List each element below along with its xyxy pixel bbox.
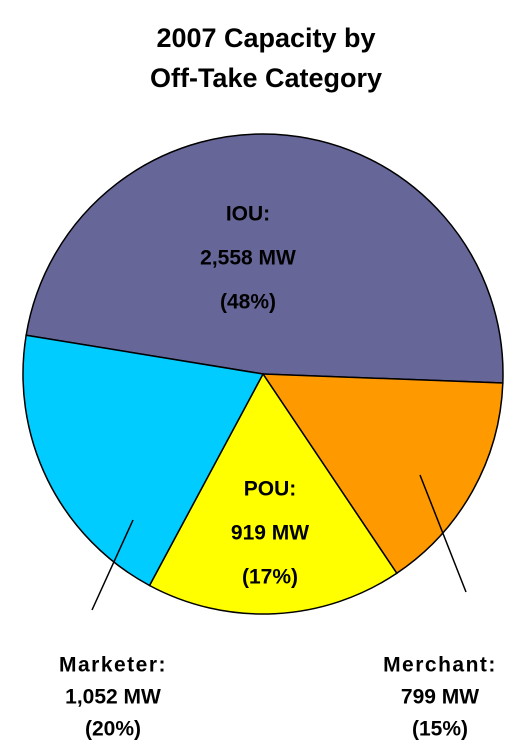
slice-label: Merchant: xyxy=(383,654,497,677)
pie-slice xyxy=(22,334,265,587)
percent-label: (15%) xyxy=(412,718,468,741)
pie-slice xyxy=(261,373,504,575)
pie-slice xyxy=(148,372,398,615)
value-label: 799 MW xyxy=(401,686,479,709)
percent-label: (48%) xyxy=(220,291,276,314)
value-label: 919 MW xyxy=(231,522,309,545)
value-label: 1,052 MW xyxy=(65,686,161,709)
percent-label: (20%) xyxy=(85,718,141,741)
leader-line xyxy=(419,474,467,593)
slice-label: IOU: xyxy=(226,203,270,226)
chart-title: Off-Take Category xyxy=(150,63,382,93)
leader-line xyxy=(91,519,134,611)
slice-label: POU: xyxy=(244,478,297,501)
percent-label: (17%) xyxy=(242,566,298,589)
slice-label: Marketer: xyxy=(59,654,167,677)
value-label: 2,558 MW xyxy=(200,247,296,270)
chart-title: 2007 Capacity by xyxy=(156,23,375,53)
pie-slice xyxy=(25,133,504,384)
